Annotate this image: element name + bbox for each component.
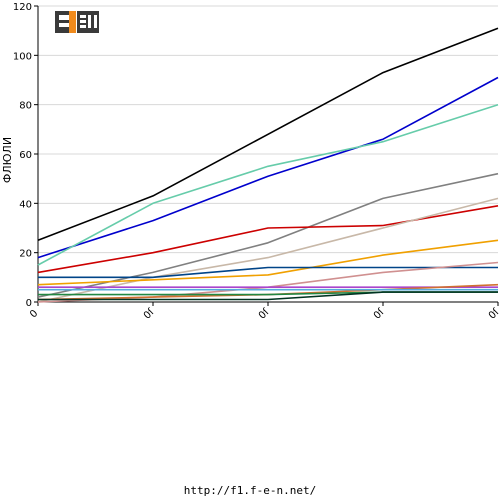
y-tick-label: 100 xyxy=(13,51,32,62)
y-tick-label: 120 xyxy=(13,2,32,13)
x-tick-label: 0ſ xyxy=(487,307,500,322)
x-tick-label: 0 xyxy=(28,308,40,320)
x-tick-labels: 0 0ſ 0ſ 0ſ 0ſ xyxy=(28,307,500,322)
series-lines xyxy=(37,27,499,303)
y-axis-label: ФЛЮЛИ xyxy=(1,137,14,183)
x-tick-label: 0ſ xyxy=(257,307,272,322)
logo-graphic xyxy=(54,9,100,35)
x-tick-label: 0ſ xyxy=(142,307,157,322)
series-line-14 xyxy=(38,291,498,301)
axes xyxy=(34,5,499,306)
series-line-8 xyxy=(38,266,498,279)
series-line-3 xyxy=(37,103,499,266)
footer-url: http://f1.f-e-n.net/ xyxy=(183,484,317,497)
x-tick-label: 0ſ xyxy=(372,307,387,322)
series-line-6 xyxy=(37,197,499,303)
grid xyxy=(38,5,498,303)
series-line-2 xyxy=(37,76,499,259)
f1en-logo xyxy=(54,9,100,35)
y-tick-label: 60 xyxy=(19,150,32,161)
y-tick-labels: 0 20 40 60 80 100 120 xyxy=(13,2,32,309)
y-tick-label: 80 xyxy=(19,101,32,112)
y-tick-label: 0 xyxy=(26,298,32,309)
y-tick-label: 20 xyxy=(19,249,32,260)
series-line-7 xyxy=(37,239,499,286)
y-tick-label: 40 xyxy=(19,199,32,210)
series-line-1 xyxy=(37,27,499,242)
